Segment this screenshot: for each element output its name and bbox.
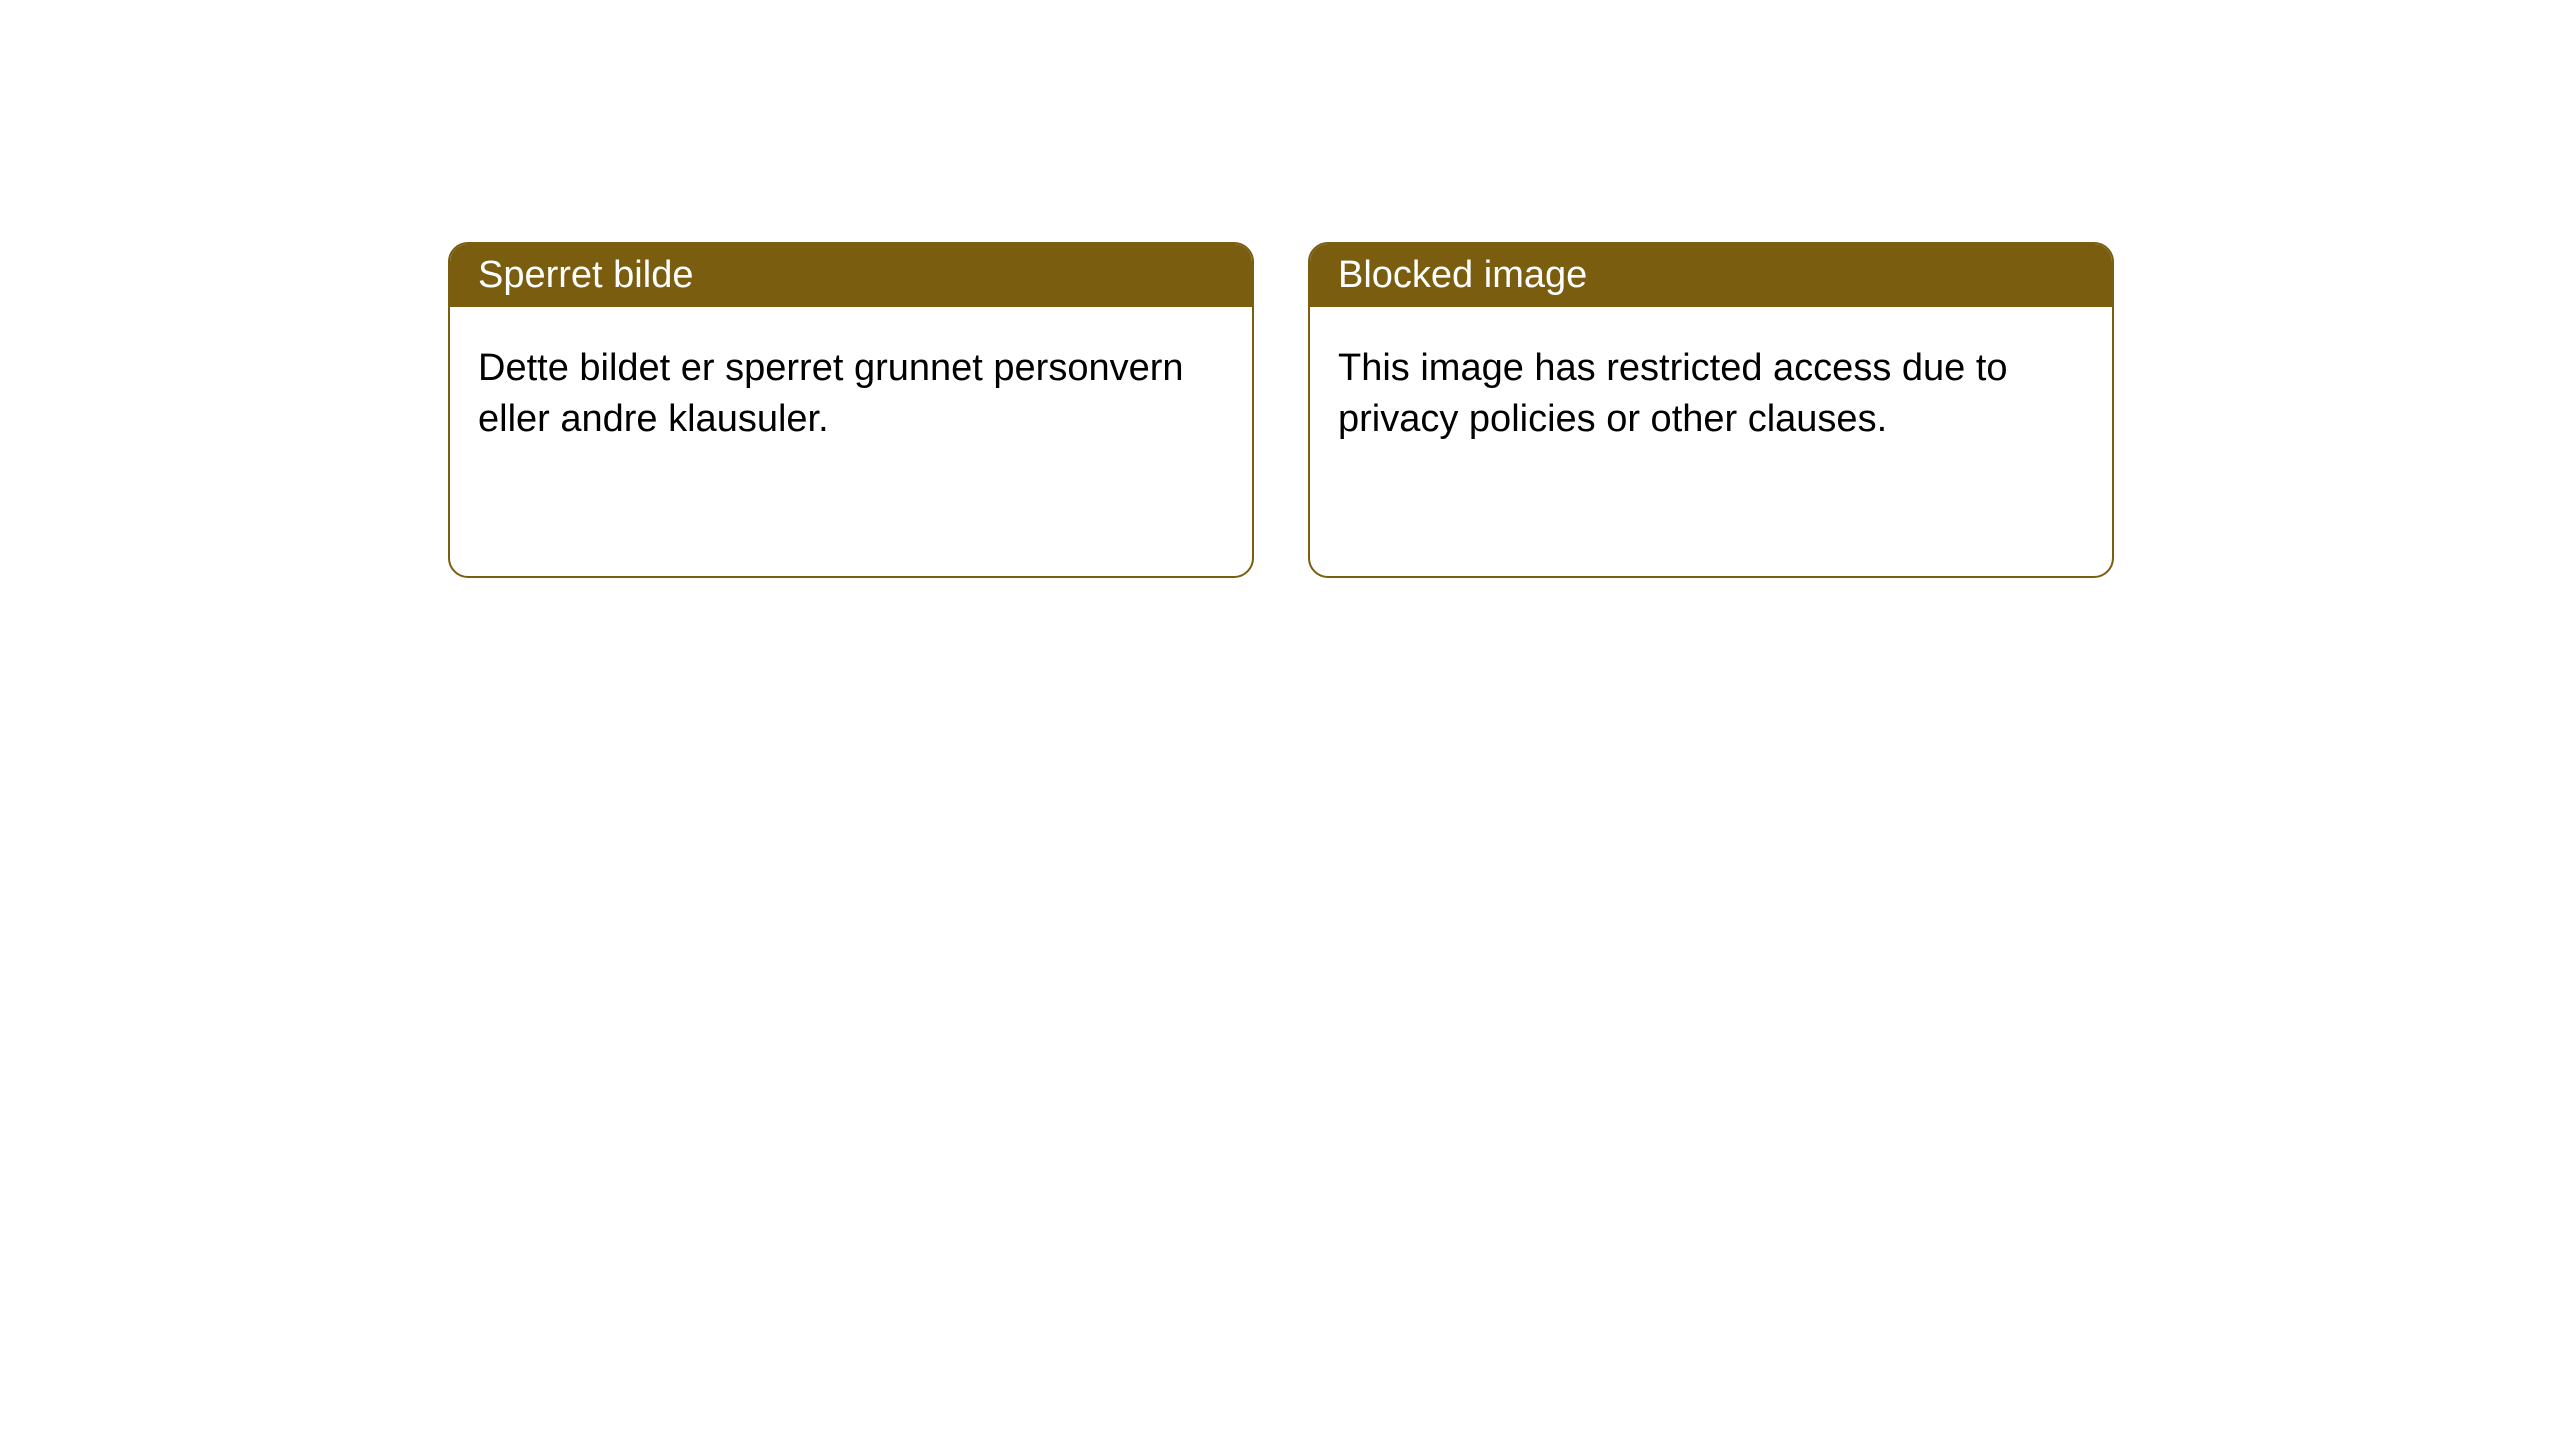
card-body: This image has restricted access due to … [1310, 307, 2112, 482]
card-title: Blocked image [1338, 254, 1587, 296]
notice-card-english: Blocked image This image has restricted … [1308, 242, 2114, 578]
card-header: Blocked image [1310, 244, 2112, 307]
notice-container: Sperret bilde Dette bildet er sperret gr… [0, 0, 2560, 578]
card-title: Sperret bilde [478, 254, 693, 296]
notice-card-norwegian: Sperret bilde Dette bildet er sperret gr… [448, 242, 1254, 578]
card-header: Sperret bilde [450, 244, 1252, 307]
card-body: Dette bildet er sperret grunnet personve… [450, 307, 1252, 482]
card-message: Dette bildet er sperret grunnet personve… [478, 347, 1184, 440]
card-message: This image has restricted access due to … [1338, 347, 2008, 440]
